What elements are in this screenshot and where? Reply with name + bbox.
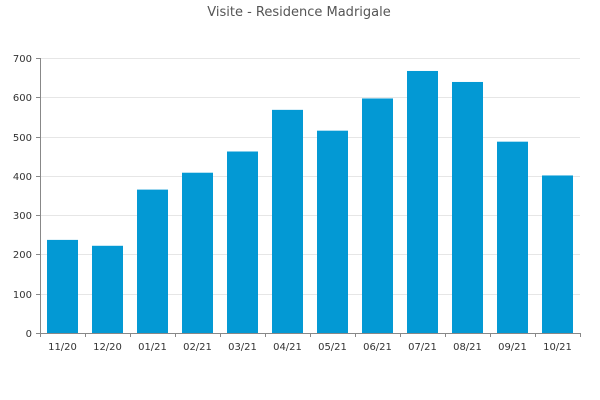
y-tick-label: 400 [13, 172, 32, 183]
x-tick-label: 02/21 [183, 342, 212, 353]
bar-04/21 [272, 109, 303, 333]
y-tick-label: 300 [13, 211, 32, 222]
x-tick-label: 05/21 [318, 342, 347, 353]
bar-06/21 [362, 98, 393, 333]
x-tick-label: 08/21 [453, 342, 482, 353]
x-tick-label: 09/21 [498, 342, 527, 353]
bar-10/21 [542, 175, 573, 333]
bar-02/21 [182, 172, 213, 333]
x-tick-label: 10/21 [543, 342, 572, 353]
bar-09/21 [497, 141, 528, 333]
x-tick-label: 11/20 [48, 342, 77, 353]
bar-05/21 [317, 130, 348, 333]
bars [47, 70, 573, 333]
y-tick-labels: 0 100 200 300 400 500 600 700 [13, 54, 32, 340]
y-tick-label: 700 [13, 54, 32, 65]
x-tick-label: 03/21 [228, 342, 257, 353]
y-tick-label: 0 [26, 329, 32, 340]
bar-11/20 [47, 239, 78, 333]
bar-03/21 [227, 151, 258, 333]
bar-01/21 [137, 189, 168, 333]
x-tick-label: 01/21 [138, 342, 167, 353]
y-tick-label: 100 [13, 290, 32, 301]
bar-08/21 [452, 81, 483, 333]
y-tick-label: 500 [13, 133, 32, 144]
y-tick-label: 600 [13, 93, 32, 104]
x-tick-label: 04/21 [273, 342, 302, 353]
bar-12/20 [92, 245, 123, 333]
gridlines [40, 58, 580, 295]
chart-title: Visite - Residence Madrigale [207, 5, 390, 20]
y-tick-label: 200 [13, 250, 32, 261]
x-tick-label: 12/20 [93, 342, 122, 353]
x-tick-label: 07/21 [408, 342, 437, 353]
axes [36, 58, 581, 337]
bar-07/21 [407, 70, 438, 333]
x-tick-labels: 11/20 12/20 01/21 02/21 03/21 04/21 05/21 06/21… [48, 342, 572, 353]
x-tick-label: 06/21 [363, 342, 392, 353]
